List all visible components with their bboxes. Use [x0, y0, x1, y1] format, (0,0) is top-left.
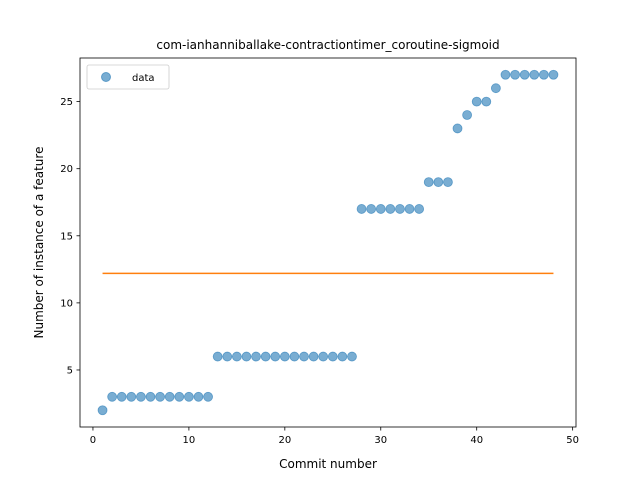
data-point — [241, 351, 252, 362]
data-point — [452, 123, 463, 134]
data-point — [481, 96, 492, 107]
data-point — [299, 351, 309, 362]
data-point — [308, 351, 319, 362]
data-point — [433, 177, 444, 188]
data-point — [529, 69, 540, 80]
legend-box — [86, 64, 170, 90]
data-point — [385, 204, 396, 214]
x-axis-label: Commit number — [279, 457, 377, 471]
data-point — [107, 391, 118, 402]
y-tick-label: 20 — [60, 164, 73, 175]
axis-ticks: 0 10 20 30 40 50 5 10 15 20 25 — [60, 97, 579, 446]
data-point — [231, 351, 242, 362]
chart-title: com-ianhanniballake-contractiontimer_cor… — [156, 38, 499, 52]
data-point — [136, 391, 146, 402]
x-tick-label: 0 — [90, 435, 96, 446]
data-point — [164, 391, 175, 402]
data-point — [548, 69, 559, 80]
data-point — [519, 69, 530, 80]
data-point — [203, 391, 213, 402]
x-tick-label: 20 — [278, 435, 291, 446]
x-tick-label: 50 — [566, 435, 579, 446]
x-tick-label: 10 — [183, 435, 196, 446]
data-point — [270, 351, 281, 362]
data-point — [395, 204, 405, 214]
legend: data — [86, 64, 170, 90]
data-point — [183, 391, 194, 402]
data-point — [318, 351, 329, 362]
y-tick-label: 15 — [60, 231, 73, 242]
data-point — [414, 204, 425, 214]
data-point — [356, 204, 367, 214]
x-tick-label: 40 — [470, 435, 483, 446]
data-point — [327, 351, 338, 362]
data-point — [510, 69, 520, 80]
data-point — [251, 351, 261, 362]
data-point — [423, 177, 434, 188]
data-point — [97, 405, 108, 416]
data-point — [490, 83, 501, 94]
x-tick-label: 30 — [374, 435, 387, 446]
plot-area — [97, 69, 559, 416]
data-point — [471, 96, 482, 107]
legend-label: data — [132, 73, 155, 84]
y-axis-label: Number of instance of a feature — [32, 147, 46, 339]
y-tick-label: 10 — [60, 298, 73, 309]
data-point — [500, 69, 511, 80]
data-point — [538, 69, 549, 80]
data-point — [193, 391, 204, 402]
data-point — [222, 351, 233, 362]
data-point — [375, 204, 386, 214]
data-point — [462, 110, 473, 120]
data-point — [212, 351, 223, 362]
data-point — [404, 204, 415, 214]
legend-marker — [101, 72, 111, 82]
data-point — [174, 391, 185, 402]
data-point — [155, 391, 166, 402]
data-point — [126, 391, 137, 402]
data-point — [260, 351, 271, 362]
data-point — [116, 391, 127, 402]
data-point — [289, 351, 300, 362]
data-point — [279, 351, 290, 362]
plot-frame — [79, 57, 577, 428]
y-tick-label: 25 — [60, 97, 73, 108]
data-point — [145, 391, 156, 402]
y-tick-label: 5 — [67, 365, 73, 376]
data-point — [443, 177, 453, 188]
data-point — [366, 204, 377, 214]
data-point — [347, 351, 357, 362]
data-point — [337, 351, 348, 362]
